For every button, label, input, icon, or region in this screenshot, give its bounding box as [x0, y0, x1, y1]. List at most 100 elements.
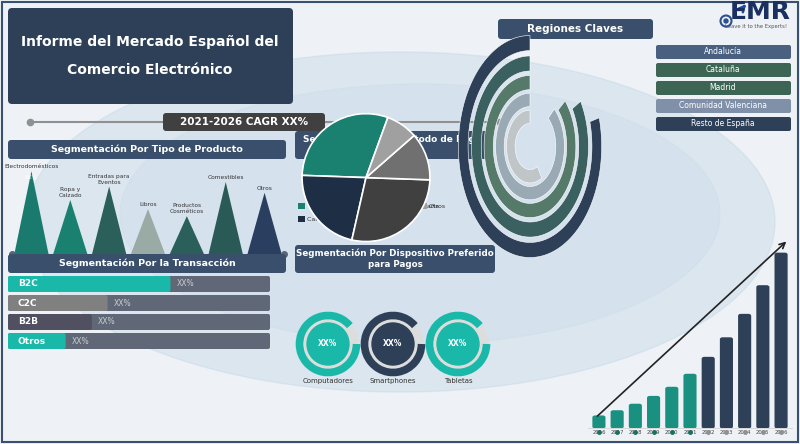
Bar [358, 203, 365, 209]
Text: Andalucía: Andalucía [704, 48, 742, 56]
Text: Segmentación Por Dispositivo Preferido
para Pagos: Segmentación Por Dispositivo Preferido p… [296, 249, 494, 270]
FancyBboxPatch shape [8, 314, 92, 330]
Text: XX%: XX% [98, 317, 115, 326]
Text: Regiones Claves: Regiones Claves [527, 24, 623, 34]
FancyBboxPatch shape [702, 357, 714, 428]
Text: Otros: Otros [257, 186, 273, 191]
Text: Segmentación Por la Transacción: Segmentación Por la Transacción [58, 259, 235, 268]
Polygon shape [247, 193, 282, 254]
Bar [420, 203, 427, 209]
Polygon shape [471, 56, 589, 237]
Text: Smartphones: Smartphones [370, 378, 416, 384]
Text: Segmentación Por Tipo de Producto: Segmentación Por Tipo de Producto [51, 145, 243, 154]
Text: 2021-2026 CAGR XX%: 2021-2026 CAGR XX% [180, 117, 308, 127]
Text: Resto de España: Resto de España [691, 119, 755, 128]
FancyBboxPatch shape [8, 333, 270, 349]
Text: Leave it to the Experts!: Leave it to the Experts! [725, 24, 787, 29]
Bar [358, 216, 365, 222]
FancyBboxPatch shape [592, 416, 606, 428]
Circle shape [437, 323, 479, 365]
FancyBboxPatch shape [8, 276, 170, 292]
Text: Otros: Otros [18, 337, 46, 345]
Text: B2B: B2B [18, 317, 38, 326]
Ellipse shape [120, 84, 720, 344]
FancyBboxPatch shape [683, 374, 697, 428]
FancyBboxPatch shape [756, 285, 770, 428]
FancyBboxPatch shape [163, 113, 325, 131]
Ellipse shape [25, 52, 775, 392]
FancyBboxPatch shape [8, 295, 107, 311]
FancyBboxPatch shape [8, 276, 270, 292]
Text: Productos
Cosméticos: Productos Cosméticos [170, 203, 204, 214]
Text: Computadores: Computadores [302, 378, 354, 384]
Wedge shape [302, 175, 366, 240]
Text: XX%: XX% [72, 337, 90, 345]
FancyBboxPatch shape [8, 314, 270, 330]
FancyBboxPatch shape [8, 295, 270, 311]
FancyBboxPatch shape [656, 63, 791, 77]
Circle shape [363, 314, 423, 374]
Text: XX%: XX% [383, 340, 402, 349]
FancyBboxPatch shape [656, 99, 791, 113]
FancyBboxPatch shape [498, 19, 653, 39]
Polygon shape [14, 171, 49, 254]
FancyBboxPatch shape [295, 245, 495, 273]
Text: Madrid: Madrid [710, 83, 736, 92]
FancyBboxPatch shape [656, 81, 791, 95]
Polygon shape [209, 182, 243, 254]
FancyBboxPatch shape [610, 410, 624, 428]
Circle shape [724, 19, 728, 23]
Text: Otros: Otros [429, 203, 446, 209]
Polygon shape [496, 93, 564, 200]
Bar [298, 216, 305, 222]
Text: XX%: XX% [177, 280, 194, 289]
Text: XX%: XX% [318, 340, 338, 349]
Bar [298, 203, 305, 209]
Text: Tabletas: Tabletas [444, 378, 472, 384]
FancyBboxPatch shape [656, 45, 791, 59]
Text: XX%: XX% [448, 340, 468, 349]
Text: XX%: XX% [114, 298, 131, 308]
FancyBboxPatch shape [720, 337, 733, 428]
Wedge shape [366, 118, 414, 178]
Text: Segmentación Por Método de Pago
Preferido: Segmentación Por Método de Pago Preferid… [303, 135, 481, 155]
Circle shape [372, 323, 414, 365]
Circle shape [428, 314, 488, 374]
FancyBboxPatch shape [656, 117, 791, 131]
Text: B2C: B2C [18, 280, 38, 289]
Text: Cataluña: Cataluña [706, 66, 740, 75]
Polygon shape [170, 216, 204, 254]
Text: C2C: C2C [18, 298, 38, 308]
Polygon shape [53, 200, 87, 254]
Text: Comestibles: Comestibles [207, 175, 244, 180]
Text: Ropa y
Calzado: Ropa y Calzado [58, 187, 82, 198]
FancyBboxPatch shape [666, 387, 678, 428]
Wedge shape [302, 114, 388, 178]
Text: Cartera Digital: Cartera Digital [307, 217, 354, 222]
Circle shape [298, 314, 358, 374]
FancyBboxPatch shape [647, 396, 660, 428]
Wedge shape [352, 178, 430, 242]
Polygon shape [131, 209, 165, 254]
Text: EMR: EMR [730, 0, 790, 24]
FancyBboxPatch shape [8, 8, 293, 104]
FancyBboxPatch shape [8, 333, 66, 349]
Wedge shape [366, 135, 430, 180]
Polygon shape [458, 36, 602, 258]
Text: Libros: Libros [139, 202, 157, 207]
Text: Comunidad Valenciana: Comunidad Valenciana [679, 102, 767, 111]
FancyBboxPatch shape [774, 253, 788, 428]
Text: Entradas para
Eventos: Entradas para Eventos [89, 174, 130, 185]
Text: Electrodomésticos: Electrodomésticos [4, 164, 58, 169]
FancyBboxPatch shape [738, 314, 751, 428]
Text: Transferencia Bancaria: Transferencia Bancaria [367, 203, 439, 209]
Text: Comercio Electrónico: Comercio Electrónico [67, 63, 233, 77]
Polygon shape [506, 110, 542, 183]
Circle shape [307, 323, 349, 365]
Text: Informe del Mercado Español del: Informe del Mercado Español del [22, 35, 278, 49]
FancyBboxPatch shape [295, 131, 490, 159]
Text: Efectivo: Efectivo [367, 217, 392, 222]
Text: Tarjeta: Tarjeta [307, 203, 328, 209]
FancyBboxPatch shape [8, 140, 286, 159]
Text: XX%: XX% [25, 175, 38, 180]
